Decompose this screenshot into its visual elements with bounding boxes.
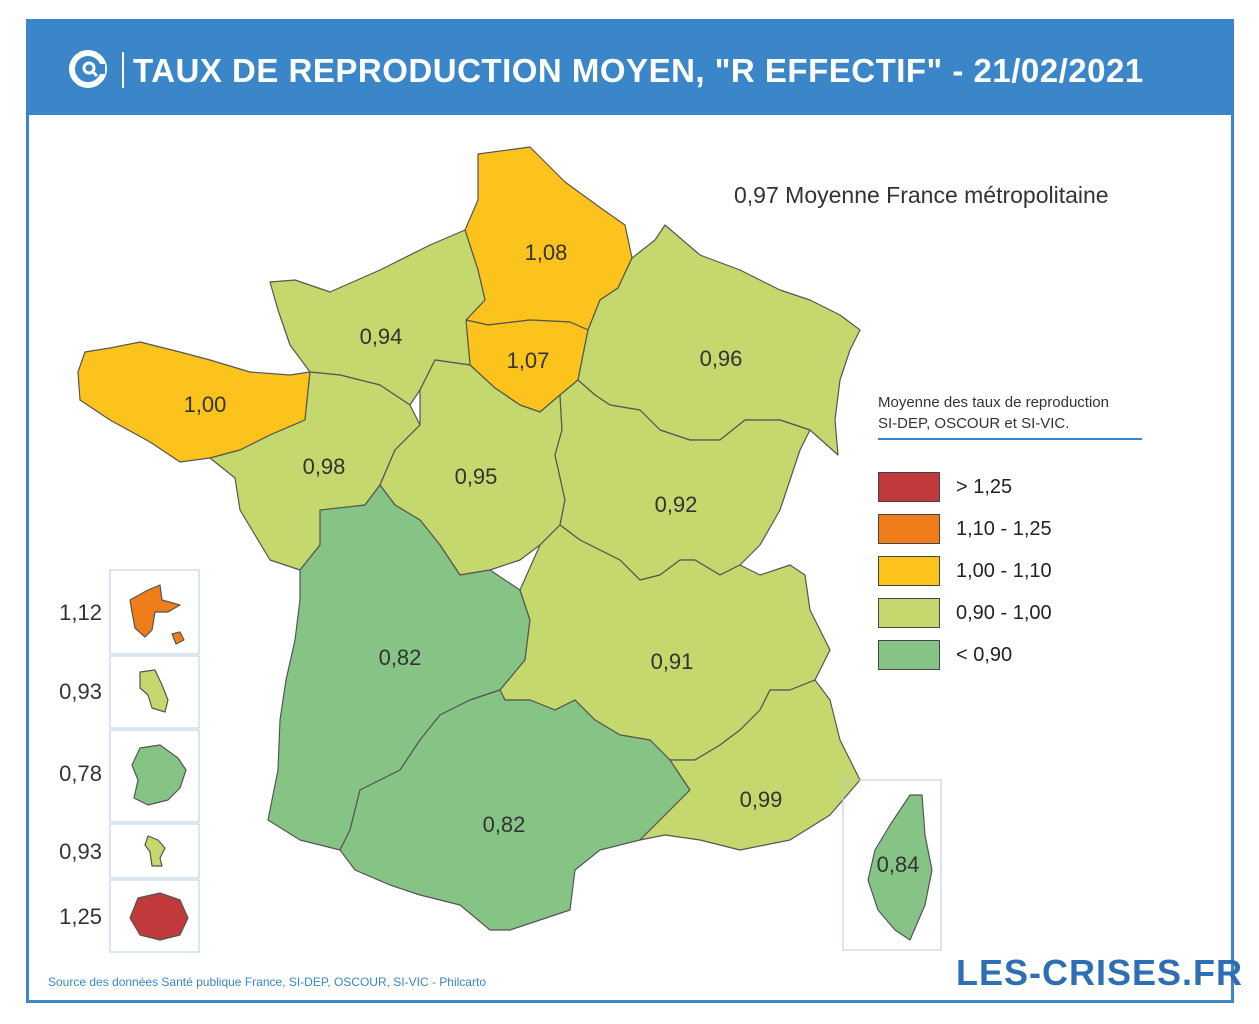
region-value-label: 0,82 (379, 645, 422, 670)
legend-item: > 1,25 (878, 471, 1012, 503)
les-crises-logo-icon (69, 50, 107, 88)
overseas-value-label: 1,12 (59, 600, 102, 625)
legend-item: < 0,90 (878, 639, 1012, 671)
region-value-label: 1,08 (525, 240, 568, 265)
corse-inset-frame (842, 779, 942, 951)
region-value-label: 0,84 (877, 852, 920, 877)
legend-item: 0,90 - 1,00 (878, 597, 1052, 629)
legend-swatch (878, 556, 940, 586)
legend-title: Moyenne des taux de reproduction SI-DEP,… (878, 392, 1158, 434)
legend-label: 0,90 - 1,00 (956, 601, 1052, 624)
region-value-label: 0,91 (651, 649, 694, 674)
region-centre (379, 359, 566, 576)
overseas-reunion (129, 892, 189, 941)
brand-logo[interactable]: LES-CRISES.FR (956, 952, 1244, 993)
region-value-label: 0,99 (740, 787, 783, 812)
legend-title-line: SI-DEP, OSCOUR et SI-VIC. (878, 415, 1070, 432)
region-value-label: 1,00 (184, 392, 227, 417)
legend-item: 1,10 - 1,25 (878, 513, 1052, 545)
france-average-text: 0,97 Moyenne France métropolitaine (734, 182, 1109, 208)
legend-label: > 1,25 (956, 475, 1013, 498)
region-occitanie (339, 689, 691, 931)
overseas-value-label: 0,78 (59, 761, 102, 786)
region-value-label: 0,94 (360, 324, 403, 349)
overseas-martinique (139, 669, 169, 713)
legend-swatch (878, 598, 940, 628)
legend-label: 1,10 - 1,25 (956, 517, 1052, 540)
overseas-mayotte (144, 835, 166, 867)
region-value-label: 0,96 (700, 346, 743, 371)
page-title: TAUX DE REPRODUCTION MOYEN, "R EFFECTIF"… (133, 52, 1144, 89)
overseas-value-label: 1,25 (59, 904, 102, 929)
region-corse (867, 794, 933, 941)
overseas-value-label: 0,93 (59, 679, 102, 704)
overseas-value-label: 0,93 (59, 839, 102, 864)
region-value-label: 1,07 (507, 348, 550, 373)
region-paca (639, 679, 861, 851)
region-value-label: 0,98 (303, 454, 346, 479)
overseas-guadeloupe (129, 584, 185, 645)
logo-separator (122, 52, 124, 88)
legend-item: 1,00 - 1,10 (878, 555, 1052, 587)
region-value-label: 0,82 (483, 812, 526, 837)
legend-swatch (878, 514, 940, 544)
source-note: Source des données Santé publique France… (48, 975, 486, 989)
region-value-label: 0,95 (455, 464, 498, 489)
legend-swatch (878, 640, 940, 670)
legend-title-line: Moyenne des taux de reproduction (878, 394, 1109, 411)
legend-divider (878, 438, 1142, 440)
legend-label: 1,00 - 1,10 (956, 559, 1052, 582)
overseas-guyane (131, 744, 187, 806)
legend-label: < 0,90 (956, 643, 1013, 666)
header-bar: TAUX DE REPRODUCTION MOYEN, "R EFFECTIF"… (29, 22, 1231, 115)
legend-swatch (878, 472, 940, 502)
region-value-label: 0,92 (655, 492, 698, 517)
